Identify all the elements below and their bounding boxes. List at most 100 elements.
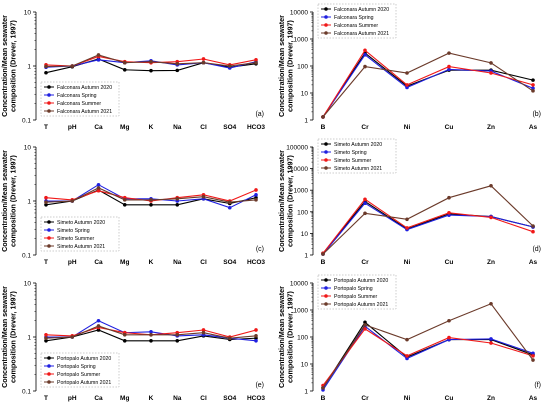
data-point bbox=[531, 89, 535, 93]
x-tick-label: HCO3 bbox=[247, 259, 265, 266]
x-tick-label: Mg bbox=[120, 395, 129, 402]
legend-label: Portopalo Autumn 2021 bbox=[57, 380, 111, 386]
legend-marker bbox=[324, 31, 328, 35]
legend-label: Falconara Summer bbox=[57, 101, 101, 107]
data-point bbox=[531, 78, 535, 82]
legend-label: Falconara Autumn 2020 bbox=[334, 7, 389, 13]
y-tick-label: 100 bbox=[297, 64, 308, 71]
data-point bbox=[254, 198, 258, 202]
data-point bbox=[254, 60, 258, 65]
data-point bbox=[489, 183, 493, 188]
legend-label: Portopalo Autumn 2020 bbox=[57, 356, 111, 362]
data-point bbox=[489, 61, 493, 65]
x-tick-label: Ca bbox=[94, 124, 103, 131]
x-tick-label: pH bbox=[68, 259, 77, 266]
data-point bbox=[447, 67, 451, 72]
y-tick-label: 10 bbox=[301, 362, 309, 369]
data-point bbox=[96, 318, 101, 323]
data-point bbox=[405, 85, 409, 90]
data-point bbox=[44, 70, 48, 75]
data-point bbox=[149, 59, 153, 64]
data-point bbox=[227, 336, 232, 341]
chart-panel-a: 0.1 1 10 Concentration/Mean seawatercomposi… bbox=[0, 10, 265, 132]
legend-label: Simeto Autumn 2021 bbox=[334, 166, 382, 172]
y-axis-title-line-2: composition (Drever, 1997) bbox=[9, 19, 18, 111]
data-point bbox=[122, 198, 127, 202]
legend-label: Simeto Summer bbox=[334, 158, 371, 164]
panel-label: (d) bbox=[532, 246, 541, 253]
series-line bbox=[322, 54, 534, 118]
legend-label: Portopalo Autumn 2021 bbox=[334, 302, 388, 308]
data-point bbox=[201, 60, 206, 65]
data-point bbox=[149, 329, 153, 334]
data-point bbox=[44, 336, 48, 341]
series-line bbox=[322, 321, 534, 389]
data-point bbox=[447, 318, 451, 323]
legend-marker bbox=[47, 380, 51, 384]
panel-label: (f) bbox=[534, 382, 541, 389]
x-tick-label: B bbox=[321, 259, 326, 266]
x-tick-label: pH bbox=[68, 395, 77, 402]
data-point bbox=[175, 203, 180, 207]
legend-marker bbox=[324, 302, 328, 306]
legend-marker bbox=[324, 150, 328, 154]
legend-label: Portopalo Spring bbox=[57, 364, 96, 370]
data-point bbox=[321, 115, 325, 119]
series-line bbox=[322, 325, 534, 391]
data-point bbox=[447, 64, 451, 69]
x-tick-label: Na bbox=[173, 124, 182, 131]
data-point bbox=[254, 328, 258, 332]
legend-label: Simeto Autumn 2020 bbox=[57, 220, 105, 226]
y-axis-title-line-1: Concentration/Mean seawater bbox=[0, 150, 9, 252]
y-axis-title-line-1: Concentration/Mean seawater bbox=[0, 15, 9, 117]
y-tick-label: 1 bbox=[304, 118, 308, 125]
x-tick-label: B bbox=[321, 395, 326, 402]
data-point bbox=[96, 328, 101, 332]
legend-marker bbox=[47, 109, 51, 113]
x-tick-label: Mg bbox=[120, 124, 129, 131]
data-point bbox=[70, 335, 75, 339]
legend-label: Falconara Summer bbox=[334, 23, 378, 29]
data-point bbox=[254, 334, 258, 338]
legend-marker bbox=[47, 236, 51, 240]
x-tick-label: pH bbox=[68, 124, 77, 131]
x-tick-label: K bbox=[149, 259, 154, 266]
data-point bbox=[254, 58, 258, 62]
data-point bbox=[405, 217, 409, 222]
x-tick-label: Mg bbox=[120, 259, 129, 266]
legend-marker bbox=[324, 294, 328, 298]
data-point bbox=[149, 198, 153, 202]
data-point bbox=[201, 194, 206, 199]
x-tick-label: As bbox=[529, 395, 538, 402]
legend-marker bbox=[324, 142, 328, 146]
data-point bbox=[489, 215, 493, 220]
x-tick-label: Cl bbox=[200, 124, 207, 131]
series-line bbox=[322, 52, 534, 118]
legend-label: Falconara Autumn 2021 bbox=[57, 109, 112, 115]
y-axis-title: Concentration/Mean seawatercomposition (… bbox=[277, 286, 295, 388]
data-point bbox=[321, 386, 325, 390]
legend-label: Portopalo Autumn 2020 bbox=[334, 278, 388, 284]
legend-label: Portopalo Summer bbox=[334, 294, 378, 300]
legend-marker bbox=[47, 220, 51, 224]
data-point bbox=[227, 64, 232, 68]
panel-label: (c) bbox=[256, 246, 264, 253]
data-point bbox=[363, 48, 367, 53]
data-point bbox=[44, 332, 48, 337]
x-tick-label: Ca bbox=[94, 395, 103, 402]
data-point bbox=[201, 330, 206, 335]
legend-box bbox=[317, 138, 397, 174]
data-point bbox=[201, 328, 206, 332]
data-point bbox=[531, 351, 535, 356]
data-point bbox=[70, 199, 75, 203]
y-tick-label: 0.1 bbox=[22, 118, 31, 125]
y-axis-title-line-2: composition (Drever, 1997) bbox=[286, 19, 295, 111]
x-tick-label: Ca bbox=[94, 259, 103, 266]
y-axis-title-line-1: Concentration/Mean seawater bbox=[277, 286, 286, 388]
data-point bbox=[531, 354, 535, 358]
y-axis-title: Concentration/Mean seawatercomposition (… bbox=[0, 15, 18, 117]
data-point bbox=[96, 182, 101, 187]
x-tick-label: Zn bbox=[487, 124, 495, 131]
